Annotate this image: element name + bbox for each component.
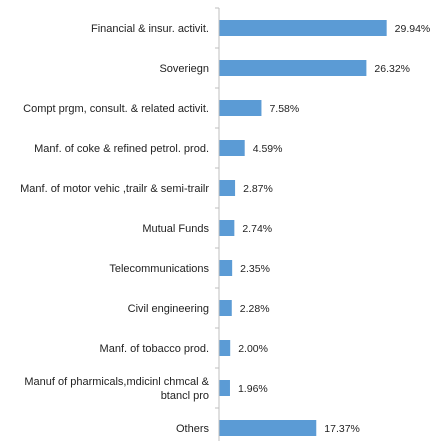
value-label: 2.87% (243, 183, 273, 195)
bar (219, 340, 231, 356)
value-label: 2.00% (238, 343, 268, 355)
value-label: 2.74% (242, 223, 272, 235)
category-label: Manuf of pharmicals,mdicinl chmcal & btan… (24, 376, 209, 402)
bar (219, 180, 236, 196)
value-label: 2.35% (240, 263, 270, 275)
value-label: 4.59% (253, 143, 283, 155)
bars-group (219, 20, 387, 436)
category-label: Compt prgm, consult. & related activit. (23, 103, 209, 115)
category-label: Others (176, 423, 210, 435)
value-label: 7.58% (269, 103, 299, 115)
category-label: Manf. of motor vehic ,trailr & semi-trai… (20, 183, 209, 195)
category-label: Soveriegn (159, 63, 209, 75)
value-label: 29.94% (395, 23, 431, 35)
category-label: Manf. of coke & refined petrol. prod. (34, 143, 209, 155)
value-labels-group: 29.94% 26.32% 7.58% 4.59% 2.87% 2.74% 2.35% 2.2… (238, 23, 430, 435)
category-label: Financial & insur. activit. (91, 23, 209, 35)
axis-group (215, 7, 220, 441)
category-labels-group: Financial & insur. activit. Soveriegn Comp… (20, 23, 210, 435)
category-label: Mutual Funds (142, 223, 209, 235)
bar (219, 220, 235, 236)
value-label: 17.37% (324, 423, 360, 435)
bar (219, 140, 245, 156)
bar (219, 300, 232, 316)
bar (219, 100, 262, 116)
bar (219, 380, 230, 396)
bar (219, 60, 367, 76)
value-label: 2.28% (240, 303, 270, 315)
category-label: Manf. of tobacco prod. (100, 343, 209, 355)
category-label: Telecommunications (109, 263, 209, 275)
value-label: 26.32% (374, 63, 410, 75)
value-label: 1.96% (238, 383, 268, 395)
category-label: Civil engineering (128, 303, 209, 315)
bar (219, 20, 387, 36)
bar (219, 260, 233, 276)
bar (219, 420, 317, 436)
